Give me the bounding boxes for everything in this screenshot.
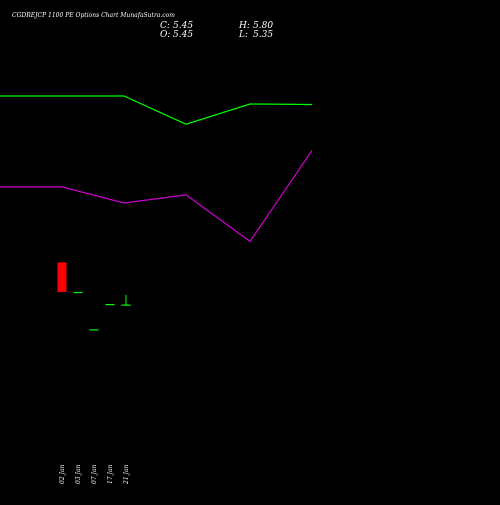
candle-5 xyxy=(121,294,131,306)
candle-2 xyxy=(73,291,83,294)
low-label: L: xyxy=(238,30,248,40)
overlay-lines xyxy=(0,95,313,243)
x-tick-label: 21 Jan xyxy=(123,464,130,485)
open-label: O: xyxy=(160,30,170,40)
chart-title: CGDREJCP 1100 PE Options Chart MunafaSut… xyxy=(12,12,175,19)
candle-4 xyxy=(105,304,115,306)
close-label: C: xyxy=(160,21,170,31)
low-value: 5.35 xyxy=(253,30,273,40)
high-label: H: xyxy=(238,21,250,31)
candle-body xyxy=(105,304,115,306)
x-tick-label: 17 Jan xyxy=(107,464,114,484)
candle-body xyxy=(57,262,67,292)
ohlc-summary: C: 5.45 H: 5.80 O: 5.45 L: 5.35 xyxy=(160,21,273,40)
series-line-1 xyxy=(0,95,313,125)
close-value: 5.45 xyxy=(173,21,193,31)
candles xyxy=(57,262,131,331)
x-axis-labels: 02 Jan 03 Jan 07 Jan 17 Jan 21 Jan xyxy=(59,464,130,485)
x-tick-label: 07 Jan xyxy=(91,464,98,484)
candle-1 xyxy=(57,262,67,292)
high-value: 5.80 xyxy=(253,21,273,31)
candle-3 xyxy=(89,329,99,331)
x-tick-label: 02 Jan xyxy=(59,464,66,484)
series-line-2 xyxy=(0,150,313,243)
candle-body xyxy=(73,291,83,294)
candle-body xyxy=(121,304,131,306)
x-tick-label: 03 Jan xyxy=(75,464,82,484)
open-value: 5.45 xyxy=(173,30,193,40)
candle-body xyxy=(89,329,99,331)
